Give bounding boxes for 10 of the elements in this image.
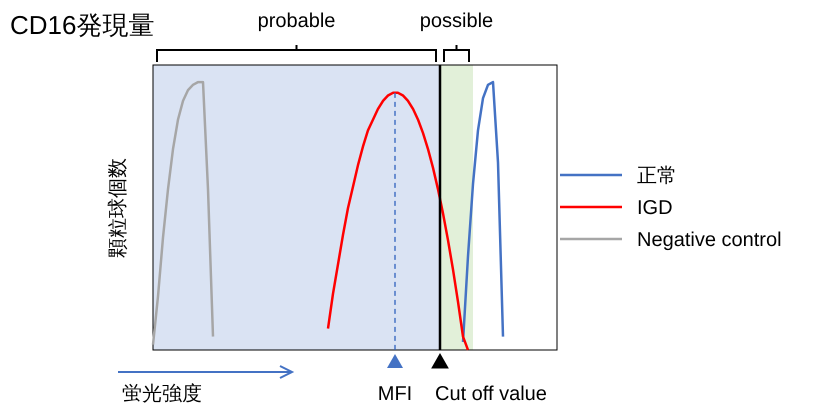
legend-label: Negative control: [637, 229, 782, 251]
y-axis-title: 顆粒球個数: [107, 158, 129, 258]
text: possible: [420, 10, 494, 32]
text: probable: [258, 10, 336, 32]
text: Cut off value: [435, 383, 547, 405]
x-axis-title: 蛍光強度: [122, 383, 202, 405]
legend-label: 正常: [637, 165, 677, 187]
legend-label: IGD: [637, 197, 673, 219]
chart-title: CD16発現量: [10, 10, 154, 40]
text: MFI: [378, 383, 412, 405]
